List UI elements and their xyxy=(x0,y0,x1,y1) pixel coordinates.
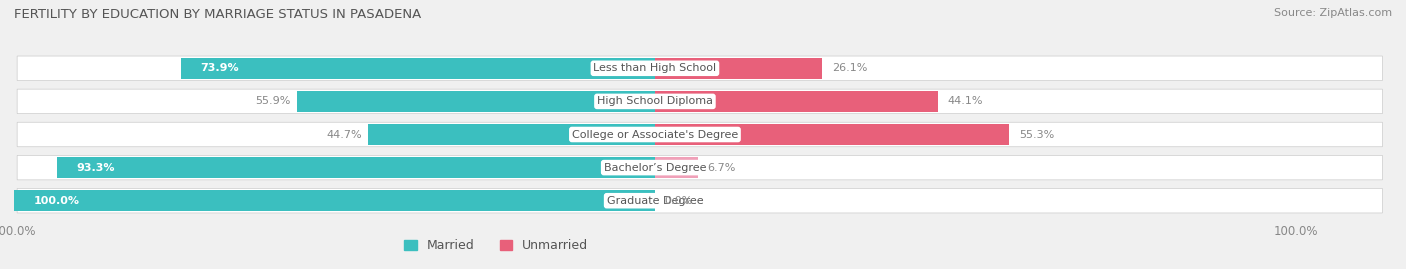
FancyBboxPatch shape xyxy=(17,56,1382,80)
Text: Graduate Degree: Graduate Degree xyxy=(606,196,703,206)
Bar xyxy=(297,91,655,112)
Text: College or Associate's Degree: College or Associate's Degree xyxy=(572,129,738,140)
Text: High School Diploma: High School Diploma xyxy=(598,96,713,107)
Bar xyxy=(58,157,655,178)
FancyBboxPatch shape xyxy=(17,89,1382,114)
Text: 55.9%: 55.9% xyxy=(254,96,290,107)
Text: Source: ZipAtlas.com: Source: ZipAtlas.com xyxy=(1274,8,1392,18)
Text: 55.3%: 55.3% xyxy=(1019,129,1054,140)
Text: 26.1%: 26.1% xyxy=(832,63,868,73)
Bar xyxy=(368,124,655,145)
Text: Bachelor’s Degree: Bachelor’s Degree xyxy=(603,162,706,173)
Text: 100.0%: 100.0% xyxy=(34,196,79,206)
FancyBboxPatch shape xyxy=(17,155,1382,180)
Text: 0.0%: 0.0% xyxy=(665,196,693,206)
Text: Less than High School: Less than High School xyxy=(593,63,717,73)
FancyBboxPatch shape xyxy=(17,122,1382,147)
Text: 44.7%: 44.7% xyxy=(326,129,363,140)
Text: 44.1%: 44.1% xyxy=(948,96,983,107)
Bar xyxy=(655,157,697,178)
Bar xyxy=(655,124,1010,145)
Bar xyxy=(14,190,655,211)
Text: FERTILITY BY EDUCATION BY MARRIAGE STATUS IN PASADENA: FERTILITY BY EDUCATION BY MARRIAGE STATU… xyxy=(14,8,422,21)
Text: 73.9%: 73.9% xyxy=(201,63,239,73)
FancyBboxPatch shape xyxy=(17,189,1382,213)
Bar xyxy=(655,91,938,112)
Bar xyxy=(655,58,823,79)
Text: 93.3%: 93.3% xyxy=(76,162,115,173)
Bar xyxy=(181,58,655,79)
Legend: Married, Unmarried: Married, Unmarried xyxy=(405,239,588,252)
Text: 6.7%: 6.7% xyxy=(707,162,735,173)
